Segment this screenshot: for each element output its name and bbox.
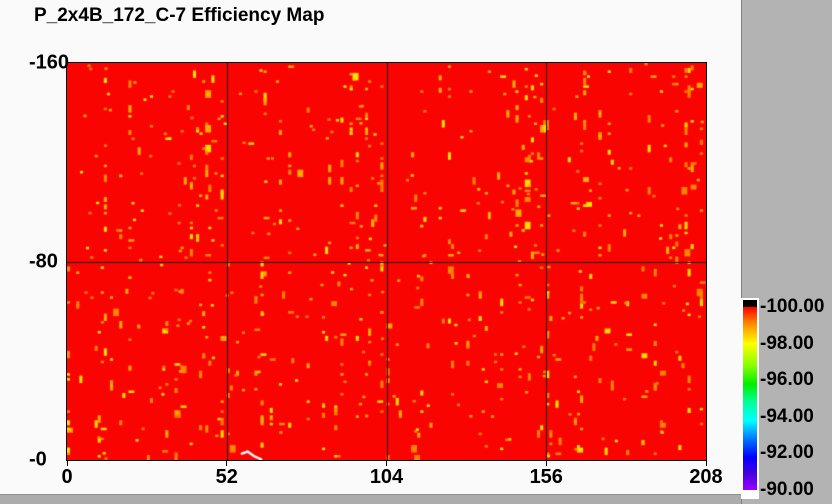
colorbar-tick-label: -98.00	[760, 332, 814, 354]
y-tick-label: -80	[29, 250, 58, 272]
colorbar	[741, 298, 759, 499]
x-tick-label: 52	[215, 466, 238, 488]
x-tick-label: 104	[369, 466, 404, 488]
colorbar-under-range-cap	[743, 490, 757, 497]
x-tick-mark	[545, 461, 547, 466]
efficiency-heatmap-canvas	[67, 63, 706, 460]
colorbar-tick-label: -96.00	[760, 369, 814, 391]
colorbar-tick-label: -94.00	[760, 405, 814, 427]
colorbar-tick-label: -92.00	[760, 442, 814, 464]
x-tick-mark	[226, 461, 228, 466]
x-tick-mark	[705, 461, 707, 466]
y-tick-label: -0	[29, 448, 47, 471]
colorbar-gradient	[743, 307, 757, 490]
colorbar-tick-label: -100.00	[760, 296, 825, 317]
plot-frame	[66, 62, 707, 461]
y-tick-label: -160	[29, 51, 70, 74]
colorbar-tick-label: -90.00	[760, 479, 814, 500]
x-tick-label: 156	[529, 466, 563, 488]
x-tick-label: 0	[61, 466, 73, 488]
panel-divider	[741, 0, 742, 504]
x-tick-mark	[66, 461, 68, 466]
chart-title: P_2x4B_172_C-7 Efficiency Map	[34, 5, 325, 26]
colorbar-over-range-cap	[743, 300, 757, 307]
x-tick-mark	[386, 461, 387, 466]
x-tick-label: 208	[689, 466, 723, 488]
bottom-gray-strip	[0, 494, 741, 504]
